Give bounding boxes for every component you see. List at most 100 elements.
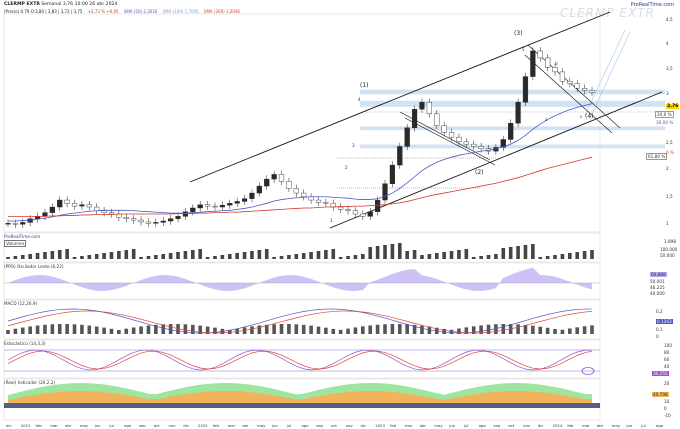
- candle-body: [389, 164, 396, 184]
- x-tick-label: feb: [213, 423, 220, 428]
- macd-histogram-bar: [57, 324, 62, 334]
- candle-body: [463, 141, 469, 145]
- volume-bar: [102, 253, 106, 259]
- macd-histogram-bar: [590, 325, 594, 334]
- stoch-tick-4: 40: [664, 364, 670, 369]
- volume-tick-2: 50.000: [660, 253, 675, 258]
- volume-bar: [80, 256, 84, 259]
- fib-small-tag: 0 %: [666, 150, 674, 155]
- macd-histogram-bar: [94, 326, 99, 334]
- candle-body: [419, 101, 425, 110]
- wave-minor-5: 5: [522, 47, 525, 52]
- wave-2-label: (2): [475, 169, 484, 176]
- candle-body: [500, 139, 506, 148]
- stoch-title: Estocástico (14,3,3): [4, 341, 46, 346]
- volume-bar: [294, 254, 299, 259]
- upper-channel-line: [189, 11, 611, 183]
- candle-body: [411, 108, 418, 129]
- volume-bar: [279, 256, 284, 259]
- macd-tick-2: 0,1: [656, 327, 663, 332]
- projection-line-b: [589, 31, 631, 119]
- volume-bar: [501, 248, 506, 259]
- candle-body: [64, 199, 70, 204]
- x-tick-label: jun: [94, 423, 101, 428]
- macd-histogram-bar: [294, 324, 299, 334]
- volume-bar: [568, 253, 572, 259]
- x-tick-label: dic: [6, 423, 12, 428]
- legend-change: +2,73 % +0,05: [87, 9, 119, 14]
- volume-bar: [486, 255, 491, 259]
- x-tick-label: sep: [139, 423, 146, 428]
- macd-histogram-bar: [346, 328, 350, 334]
- macd-histogram-bar: [486, 324, 491, 334]
- volume-bar: [346, 256, 350, 259]
- volume-bar: [20, 255, 25, 259]
- osc-title: (PPO) Oscilador Lento (6,22): [4, 264, 64, 269]
- candle-body: [456, 136, 462, 143]
- candle-body: [345, 209, 351, 211]
- x-tick-label: 2022: [198, 423, 208, 428]
- volume-bar: [412, 250, 417, 259]
- x-tick-label: mar: [405, 423, 413, 428]
- candle-body: [522, 76, 529, 103]
- macd-histogram-bar: [272, 324, 276, 334]
- candle-body: [278, 174, 285, 182]
- volume-bar: [508, 247, 513, 259]
- volume-bar: [338, 257, 343, 259]
- volume-bar: [331, 249, 336, 259]
- indicator-area-green: [8, 383, 592, 403]
- wave-minor-b: b: [555, 61, 558, 66]
- candle-body: [537, 50, 543, 59]
- x-tick-label: may: [80, 423, 89, 428]
- wave4-down-line-a: [527, 44, 621, 129]
- macd-histogram-bar: [575, 327, 580, 334]
- stoch-tick-1: 100: [664, 343, 672, 348]
- x-tick-label: jul: [286, 423, 292, 428]
- macd-histogram-bar: [250, 326, 254, 334]
- quote-date: 26 abr 2024: [89, 2, 118, 7]
- candle-body: [131, 218, 137, 221]
- macd-histogram-bar: [316, 326, 321, 334]
- volume-bar: [43, 252, 47, 259]
- macd-histogram-bar: [449, 329, 454, 334]
- volume-bar: [553, 255, 557, 259]
- macd-histogram-bar: [205, 326, 210, 334]
- volume-bar: [590, 250, 594, 259]
- candle-body: [589, 90, 595, 93]
- wave-minor-a: a: [545, 117, 548, 122]
- macd-histogram-bar: [161, 324, 166, 334]
- volume-bar: [264, 249, 269, 259]
- volume-bar: [272, 257, 276, 259]
- x-tick-label: jun: [625, 423, 632, 428]
- x-tick-label: sep: [494, 423, 501, 428]
- x-tick-label: ago: [479, 423, 487, 428]
- candle-body: [256, 185, 262, 194]
- x-tick-label: nov: [169, 423, 177, 428]
- candle-body: [552, 67, 558, 73]
- price-level-7: 1,5: [666, 194, 673, 199]
- volume-bar: [50, 251, 55, 259]
- wave-minor-1: 1: [330, 218, 333, 223]
- area-tick-4: -10: [664, 413, 671, 418]
- volume-bar: [464, 249, 469, 259]
- x-tick-label: jul: [640, 423, 646, 428]
- wave-3-label: (3): [514, 30, 523, 37]
- macd-histogram-bar: [479, 325, 483, 334]
- volume-bar: [383, 245, 387, 259]
- macd-histogram-bar: [80, 324, 84, 334]
- macd-histogram-bar: [538, 326, 543, 334]
- macd-tick-3: 0: [656, 334, 659, 339]
- wave-minor-c: c: [580, 114, 583, 119]
- x-tick-label: ago: [301, 423, 309, 428]
- candle-body: [168, 218, 174, 222]
- macd-tick-1: 0,2: [656, 309, 663, 314]
- macd-histogram-bar: [471, 326, 476, 334]
- candle-body: [382, 183, 388, 201]
- x-tick-label: feb: [567, 423, 574, 428]
- candle-body: [5, 223, 11, 225]
- legend-price: (Precio) 0.79 O:3,80 | 3,83 | 3,72 | 3,7…: [4, 9, 83, 14]
- macd-histogram-bar: [28, 326, 32, 334]
- macd-histogram-bar: [309, 325, 313, 334]
- panel-frame-3: [3, 299, 601, 340]
- volume-bar: [324, 250, 328, 259]
